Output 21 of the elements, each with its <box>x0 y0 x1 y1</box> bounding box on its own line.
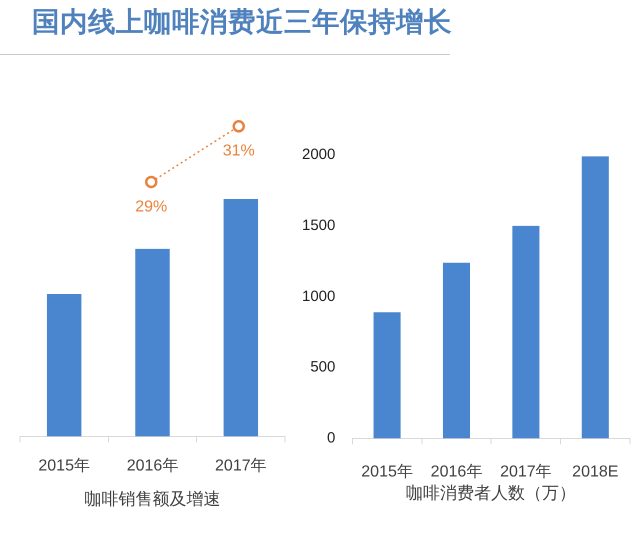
bar <box>582 156 609 438</box>
x-tick-label: 2016年 <box>126 457 178 474</box>
chart-title: 国内线上咖啡消费近三年保持增长 <box>32 5 452 39</box>
x-axis-title: 咖啡消费者人数（万） <box>406 483 576 502</box>
x-tick-label: 2017年 <box>215 457 267 474</box>
y-tick-label: 500 <box>310 358 336 376</box>
x-tick-label: 2016年 <box>430 463 482 480</box>
x-tick-label: 2015年 <box>38 457 90 474</box>
bar <box>442 262 470 438</box>
data-label: 29% <box>135 198 168 216</box>
x-axis-title: 咖啡销售额及增速 <box>84 489 220 508</box>
bar <box>374 312 401 438</box>
y-tick-label: 2000 <box>302 146 336 164</box>
y-tick-label: 1000 <box>302 288 336 305</box>
x-tick-label: 2018E <box>572 463 618 480</box>
bar <box>512 226 540 438</box>
data-label: 31% <box>222 142 255 160</box>
x-tick-label: 2015年 <box>361 463 413 480</box>
x-tick-label: 2017年 <box>500 463 552 480</box>
y-tick-label: 1500 <box>302 216 336 234</box>
y-tick-label: 0 <box>327 430 336 447</box>
